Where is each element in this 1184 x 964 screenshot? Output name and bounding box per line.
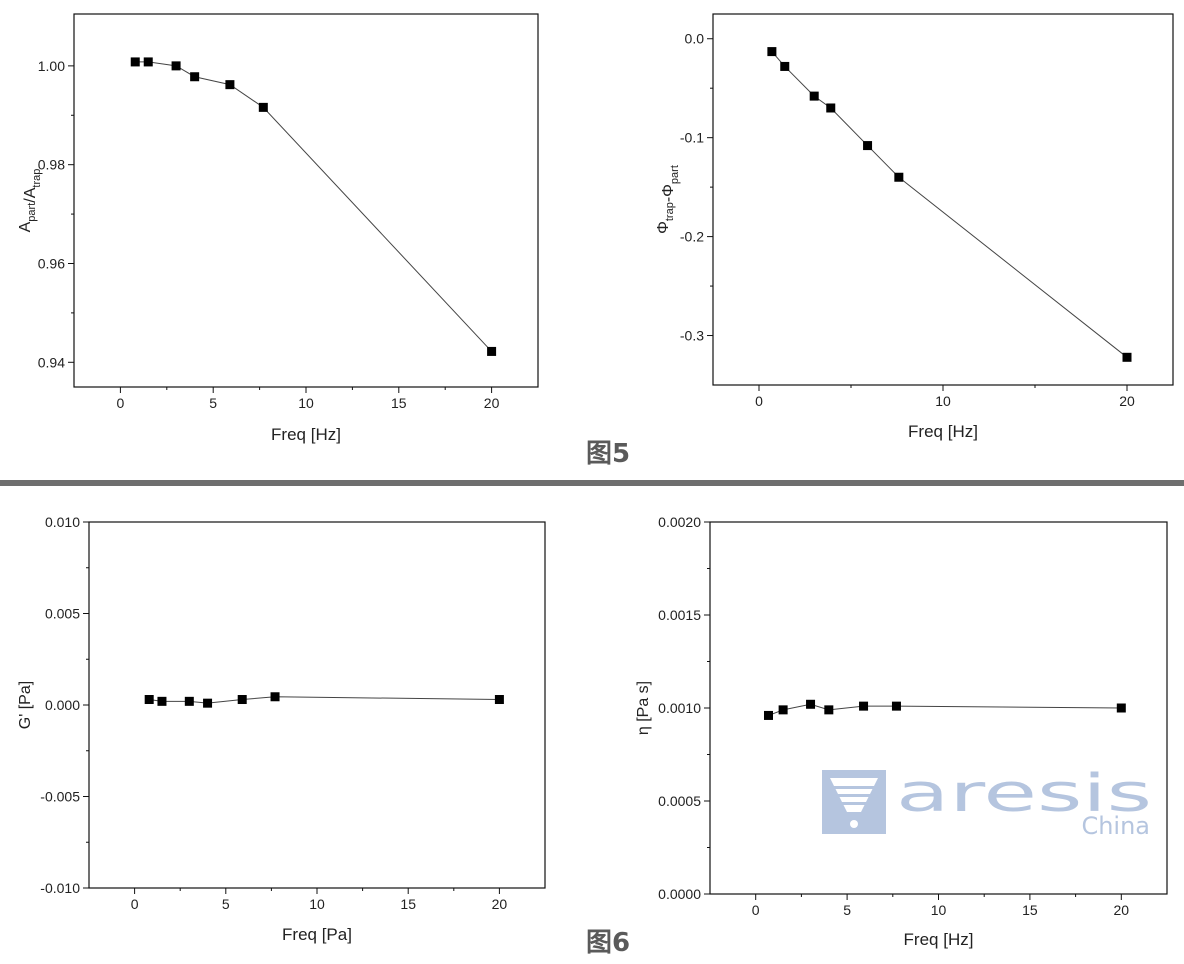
- x-tick-label: 15: [400, 896, 416, 912]
- data-point: [203, 698, 213, 708]
- x-tick-label: 20: [1114, 902, 1130, 918]
- chart-viscosity: 0 5 10 15 20 0.0000 0.0005 0.0010 0.0015 0.0020 Fr…: [635, 514, 1168, 949]
- x-tick-label: 15: [1022, 902, 1038, 918]
- x-tick-label: 5: [209, 395, 217, 411]
- data-point: [258, 102, 268, 112]
- y-tick-label: 0.0000: [658, 886, 701, 902]
- data-point: [184, 696, 194, 706]
- y-tick-label: 0.005: [45, 606, 80, 622]
- plot-frame: [88, 521, 546, 889]
- watermark-subtitle-text: China: [1081, 812, 1150, 840]
- series-line: [149, 696, 500, 704]
- data-point: [859, 701, 869, 711]
- x-tick-label: 20: [484, 395, 500, 411]
- data-point: [780, 61, 790, 71]
- x-tick-label: 20: [492, 896, 508, 912]
- data-point: [171, 61, 181, 71]
- x-axis-label: Freq [Hz]: [271, 425, 341, 444]
- y-tick-label: -0.3: [680, 328, 704, 344]
- y-tick-label: 0.98: [38, 157, 65, 173]
- x-tick-label: 5: [222, 896, 230, 912]
- y-tick-label: 0.0015: [658, 607, 701, 623]
- y-tick-label: 0.96: [38, 255, 65, 271]
- y-axis-label: η [Pa s]: [635, 681, 652, 735]
- series-line: [768, 703, 1122, 716]
- data-point: [806, 699, 816, 709]
- y-tick-label: -0.1: [680, 130, 704, 146]
- data-point: [1116, 703, 1126, 713]
- x-axis-label: Freq [Hz]: [904, 930, 974, 949]
- data-point: [824, 705, 834, 715]
- data-point: [767, 47, 777, 57]
- data-point: [270, 692, 280, 702]
- series-line: [771, 51, 1128, 358]
- series-line: [135, 61, 492, 352]
- data-point: [891, 701, 901, 711]
- y-tick-label: -0.010: [40, 880, 80, 896]
- y-tick-label: 0.0005: [658, 793, 701, 809]
- data-point: [863, 141, 873, 151]
- x-tick-label: 0: [752, 902, 760, 918]
- y-axis-label: Φtrap-Φpart: [655, 165, 681, 234]
- x-tick-label: 15: [391, 395, 407, 411]
- data-point: [894, 172, 904, 182]
- x-tick-label: 10: [298, 395, 314, 411]
- y-tick-label: 0.0020: [658, 514, 701, 530]
- y-tick-label: -0.2: [680, 229, 704, 245]
- y-axis-label: G' [Pa]: [17, 681, 34, 729]
- data-point: [157, 696, 167, 706]
- data-point: [143, 57, 153, 67]
- y-tick-label: -0.005: [40, 789, 80, 805]
- plot-frame: [73, 13, 539, 388]
- data-point: [826, 103, 836, 113]
- data-point: [809, 91, 819, 101]
- data-point: [487, 346, 497, 356]
- data-point: [144, 695, 154, 705]
- data-point: [237, 695, 247, 705]
- y-tick-label: 0.000: [45, 697, 80, 713]
- x-axis-label: Freq [Pa]: [282, 925, 352, 944]
- data-point: [190, 72, 200, 82]
- y-tick-label: 0.0: [685, 31, 705, 47]
- x-tick-label: 10: [935, 393, 951, 409]
- x-axis-label: Freq [Hz]: [908, 422, 978, 441]
- y-tick-label: 0.0010: [658, 700, 701, 716]
- chart-amplitude-ratio: 0 5 10 15 20 0.94 0.96 0.98 1.00 Freq [Hz] Apart/A…: [17, 13, 539, 444]
- data-point: [778, 705, 788, 715]
- y-tick-label: 1.00: [38, 58, 65, 74]
- figure-caption-5: 图5: [586, 439, 630, 469]
- data-point: [763, 710, 773, 720]
- x-tick-label: 0: [755, 393, 763, 409]
- x-tick-label: 10: [931, 902, 947, 918]
- watermark-logo: aresis China: [822, 764, 1152, 840]
- x-tick-label: 10: [309, 896, 325, 912]
- x-tick-label: 0: [117, 395, 125, 411]
- y-tick-label: 0.94: [38, 354, 65, 370]
- data-point: [130, 57, 140, 67]
- chart-storage-modulus: 0 5 10 15 20 -0.010 -0.005 0.000 0.005 0.010 Freq …: [17, 514, 546, 944]
- data-point: [494, 695, 504, 705]
- figure-caption-6: 图6: [586, 928, 630, 958]
- x-tick-label: 0: [131, 896, 139, 912]
- chart-phase-difference: 0 10 20 -0.3 -0.2 -0.1 0.0 Freq [Hz] Φtrap-Φpart: [655, 13, 1174, 441]
- data-point: [225, 80, 235, 90]
- x-tick-label: 5: [843, 902, 851, 918]
- data-point: [1122, 352, 1132, 362]
- watermark-brand-text: aresis: [896, 764, 1152, 824]
- y-tick-label: 0.010: [45, 514, 80, 530]
- funnel-logo-icon: [822, 770, 886, 834]
- section-divider: [0, 480, 1184, 486]
- y-axis-label: Apart/Atrap: [17, 169, 43, 233]
- x-tick-label: 20: [1119, 393, 1135, 409]
